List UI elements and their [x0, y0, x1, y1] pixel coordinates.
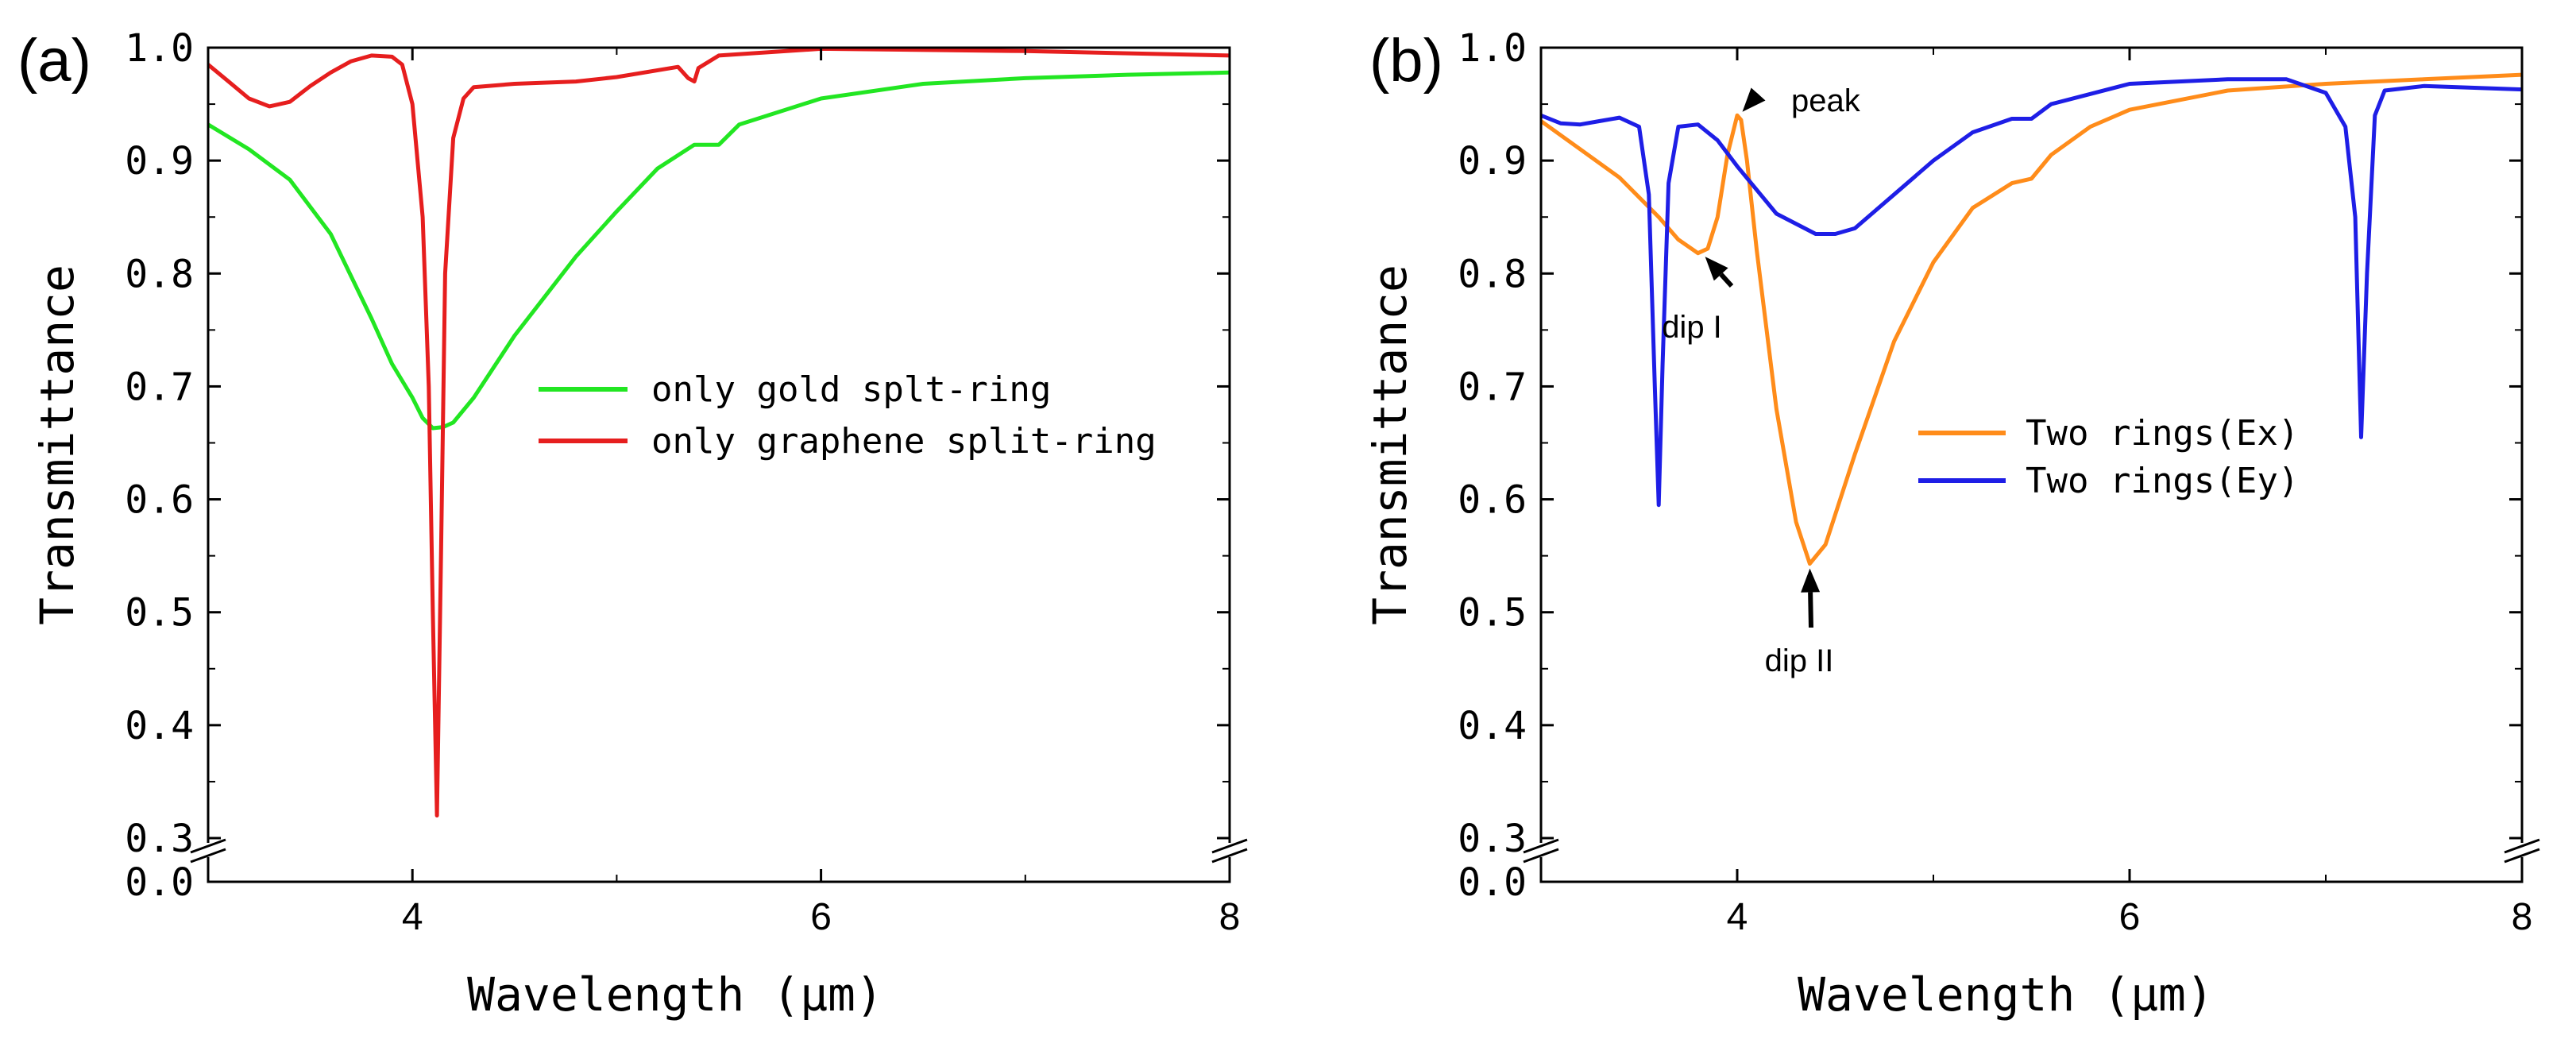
panel-b-xlabel: Wavelength (μm) [1798, 968, 2214, 1022]
legend-label-ey: Two rings(Ey) [2026, 461, 2299, 501]
y-tick-label-2: 0.4 [1458, 704, 1527, 748]
axis-break-mark-1-top [2504, 838, 2540, 854]
axis-break-mark-1-bottom [2504, 848, 2540, 864]
y-tick-label-6: 0.8 [125, 252, 194, 296]
legend-label-gold: only gold splt-ring [651, 369, 1051, 410]
y-tick-label-2: 0.4 [125, 704, 194, 748]
x-tick-label-2: 8 [2512, 896, 2533, 938]
axis-break-mark-1-top [1211, 838, 1248, 854]
annotation-arrow-head-1 [1705, 257, 1728, 281]
y-tick-label-8: 1.0 [125, 26, 194, 71]
axis-break-mark-0-top [190, 838, 226, 854]
y-tick-label-4: 0.6 [1458, 478, 1527, 523]
y-tick-label-4: 0.6 [125, 478, 194, 523]
axis-break-gap-0 [1521, 843, 1561, 857]
panel-a-xlabel: Wavelength (μm) [467, 968, 883, 1022]
x-tick-label-1: 6 [810, 896, 832, 938]
series-line-1 [1540, 77, 2523, 508]
panel-b-ylabel: Transmittance [1363, 265, 1417, 625]
annotation-label-1: dip I [1662, 310, 1722, 345]
annotation-arrow-shaft-2 [1808, 592, 1813, 628]
axis-break-mark-0-bottom [1523, 848, 1559, 864]
annotation-label-2: dip II [1765, 643, 1834, 678]
axis-break-gap-0 [188, 843, 228, 857]
series-line-1 [207, 46, 1230, 818]
legend-label-ex: Two rings(Ex) [2026, 413, 2299, 454]
x-tick-label-1: 6 [2119, 896, 2141, 938]
axis-break-mark-0-top [1523, 838, 1559, 854]
panel-b-legend: Two rings(Ex) Two rings(Ey) [1918, 413, 2299, 501]
panel-a-legend: only gold splt-ring only graphene split-… [539, 369, 1157, 462]
annotation-label-0: peak [1791, 83, 1861, 118]
axis-break-gap-1 [2502, 843, 2542, 857]
panel-a: (a) 0.00.3 0.4 0.5 0.6 0.7 0.8 0.9 1.0 4 6 8 Trans… [17, 26, 1249, 1022]
plot-frame [1539, 46, 2524, 883]
legend-label-graphene: only graphene split-ring [651, 421, 1157, 462]
y-tick-label-0: 0.0 [1458, 860, 1527, 905]
x-tick-label-2: 8 [1219, 896, 1241, 938]
y-tick-label-6: 0.8 [1458, 252, 1527, 296]
y-tick-label-7: 0.9 [1458, 139, 1527, 184]
x-tick-label-0: 4 [1727, 896, 1748, 938]
y-tick-label-3: 0.5 [125, 591, 194, 636]
series-line-0 [207, 70, 1230, 431]
series-line-0 [1539, 72, 2523, 566]
panel-b: (b) 0.00.3 0.4 0.5 0.6 0.7 0.8 0.9 1.0 4 6 8 Trans… [1363, 26, 2542, 1022]
annotation-arrow-head-0 [1742, 87, 1766, 112]
y-tick-label-0: 0.0 [125, 860, 194, 905]
y-tick-label-5: 0.7 [1458, 365, 1527, 409]
axis-break-mark-1-bottom [1211, 848, 1248, 864]
plot-frame [207, 46, 1231, 883]
panel-b-label: (b) [1369, 27, 1443, 95]
axis-break-gap-1 [1210, 843, 1249, 857]
y-tick-label-1: 0.3 [125, 817, 194, 861]
panel-a-ylabel: Transmittance [30, 265, 84, 625]
annotation-arrow-shaft-1 [1719, 272, 1734, 288]
x-tick-label-0: 4 [402, 896, 423, 938]
y-tick-label-3: 0.5 [1458, 591, 1527, 636]
y-tick-label-7: 0.9 [125, 139, 194, 184]
y-tick-label-1: 0.3 [1458, 817, 1527, 861]
panel-a-label: (a) [17, 27, 91, 95]
axis-break-mark-0-bottom [190, 848, 226, 864]
y-tick-label-5: 0.7 [125, 365, 194, 409]
annotation-arrow-head-2 [1801, 568, 1821, 593]
y-tick-label-8: 1.0 [1458, 26, 1527, 71]
